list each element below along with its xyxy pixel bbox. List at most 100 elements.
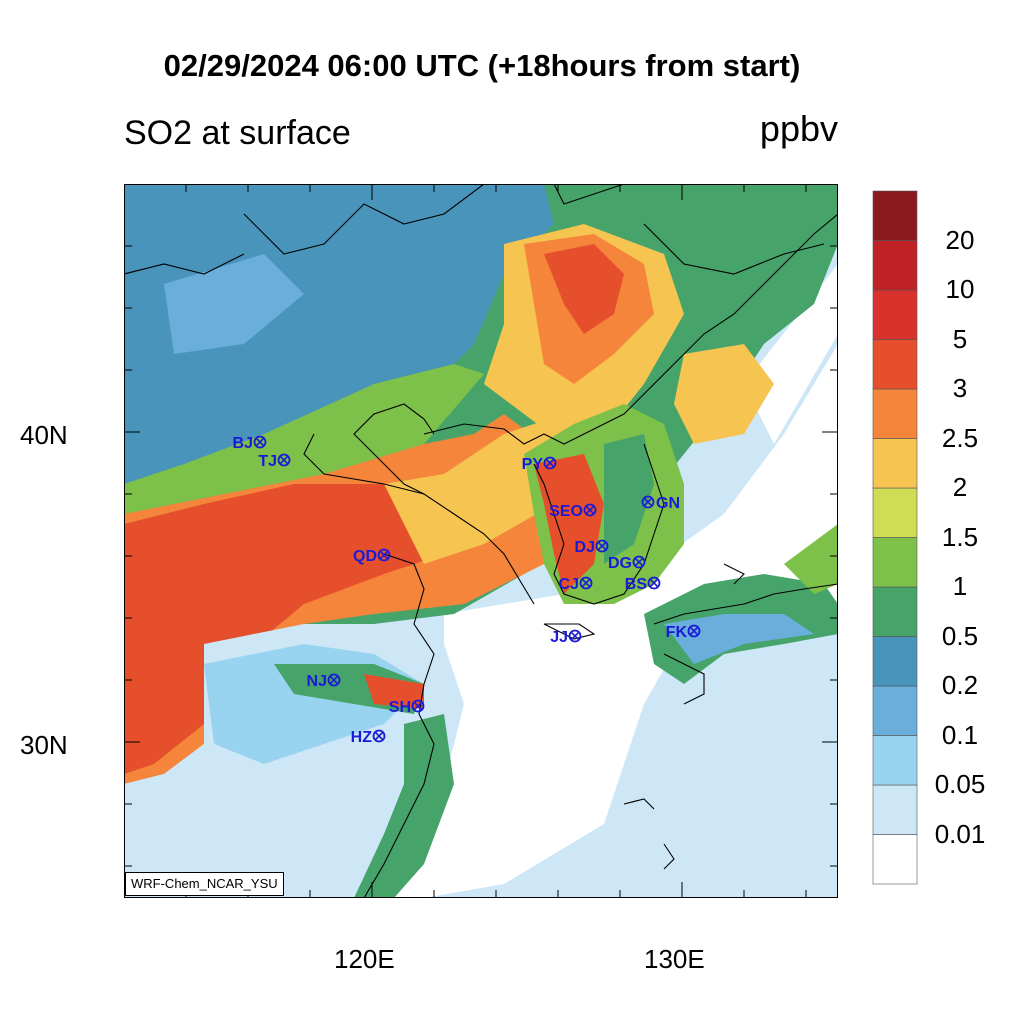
colorbar <box>872 190 918 885</box>
station-marker-cross <box>279 455 289 465</box>
land-plume-ne-hot <box>544 244 624 334</box>
coastlines <box>124 184 838 898</box>
colorbar-level-label: 1 <box>952 571 968 601</box>
station-marker <box>253 435 267 449</box>
station-label: FK <box>666 624 688 641</box>
colorbar-box <box>872 784 918 835</box>
colorbar-level-label: 0.2 <box>941 670 979 700</box>
colorbar-box <box>872 487 918 538</box>
station-marker <box>377 548 391 562</box>
colorbar-level-label: 0.1 <box>941 719 979 750</box>
station-marker <box>277 453 291 467</box>
map-ticks <box>124 184 838 898</box>
station-marker-cross <box>649 578 659 588</box>
station-marker-cross <box>634 557 644 567</box>
station-label: GN <box>656 495 680 512</box>
colorbar-box <box>872 685 918 736</box>
colorbar-box <box>872 537 918 588</box>
station-label: DJ <box>575 539 595 556</box>
station-py: PY <box>522 456 557 473</box>
station-label: TJ <box>258 453 277 470</box>
lon-label-120e: 120E <box>334 944 395 974</box>
station-label: QD <box>353 548 377 565</box>
station-marker <box>327 673 341 687</box>
station-marker <box>372 729 386 743</box>
station-qd: QD <box>353 548 391 565</box>
station-label: DG <box>608 555 632 572</box>
station-label: JJ <box>550 629 568 646</box>
station-dj: DJ <box>575 539 609 556</box>
station-jj: JJ <box>550 629 582 646</box>
so2-map: BJ TJ PY SEO GN QD DJ DG CJ BS JJ FK NJ SH HZ <box>124 184 838 898</box>
station-nj: NJ <box>307 673 341 690</box>
station-sh: SH <box>389 699 425 716</box>
station-markers: BJ TJ PY SEO GN QD DJ DG CJ BS JJ FK NJ SH HZ <box>233 435 701 746</box>
station-hz: HZ <box>351 729 386 746</box>
colorbar-level-label: 2.5 <box>941 422 979 453</box>
station-marker-cross <box>581 578 591 588</box>
land-clean-mongolia <box>124 184 554 484</box>
colorbar-box <box>872 289 918 340</box>
colorbar-level-label: 0.01 <box>934 818 986 849</box>
station-marker-cross <box>379 550 389 560</box>
colorbar-level-label: 0.5 <box>941 620 979 651</box>
station-marker-cross <box>570 631 580 641</box>
station-marker <box>641 495 655 509</box>
colorbar-box <box>872 339 918 390</box>
colorbar-level-label: 0.05 <box>934 769 986 799</box>
station-marker <box>411 699 425 713</box>
station-label: BJ <box>233 435 253 452</box>
station-label: PY <box>522 456 544 473</box>
station-seo: SEO <box>549 503 597 520</box>
land-japan-east <box>784 524 838 594</box>
station-label: CJ <box>559 576 579 593</box>
colorbar-box <box>872 834 918 885</box>
station-marker-cross <box>545 458 555 468</box>
land-korea-mid <box>604 434 654 564</box>
station-marker <box>632 555 646 569</box>
station-marker <box>687 624 701 638</box>
land-clean-patch <box>164 254 304 354</box>
station-label: SH <box>389 699 411 716</box>
station-marker <box>568 629 582 643</box>
station-marker-cross <box>329 675 339 685</box>
land-shanghai-hot <box>364 674 424 709</box>
station-marker <box>543 456 557 470</box>
station-label: NJ <box>307 673 327 690</box>
colorbar-box <box>872 735 918 786</box>
variable-label: SO2 at surface <box>124 114 351 152</box>
model-credit: WRF-Chem_NCAR_YSU <box>125 872 284 896</box>
station-marker-cross <box>597 541 607 551</box>
colorbar-level-label: 10 <box>945 274 975 304</box>
land-korea-hot <box>534 454 604 594</box>
station-marker <box>579 576 593 590</box>
colorbar-box <box>872 190 918 241</box>
station-marker <box>583 503 597 517</box>
colorbar-level-label: 1.5 <box>941 521 979 552</box>
land-ne-yellow <box>674 344 774 444</box>
colorbar-level-label: 2 <box>952 472 968 502</box>
station-bs: BS <box>625 576 661 593</box>
land-coast-green <box>354 714 454 898</box>
clean-ocean-region <box>374 344 838 898</box>
map-frame <box>124 184 838 898</box>
clean-ocean-east <box>744 264 838 444</box>
lat-label-40n: 40N <box>20 420 68 450</box>
station-marker <box>647 576 661 590</box>
colorbar-level-label: 3 <box>952 373 968 403</box>
colorbar-level-label: 20 <box>945 224 975 255</box>
lon-label-130e: 130E <box>644 944 705 974</box>
land-japan-blue <box>664 614 814 664</box>
station-cj: CJ <box>559 576 593 593</box>
station-label: HZ <box>351 729 373 746</box>
colorbar-box <box>872 438 918 489</box>
units-label: ppbv <box>759 108 838 149</box>
colorbar-box <box>872 636 918 687</box>
colorbar-level-label: 5 <box>952 323 968 354</box>
plot-title: 02/29/2024 06:00 UTC (+18hours from star… <box>163 48 801 83</box>
station-label: BS <box>625 576 648 593</box>
station-marker-cross <box>255 437 265 447</box>
station-marker-cross <box>585 505 595 515</box>
station-marker-cross <box>643 497 653 507</box>
land-green-band <box>124 364 484 514</box>
